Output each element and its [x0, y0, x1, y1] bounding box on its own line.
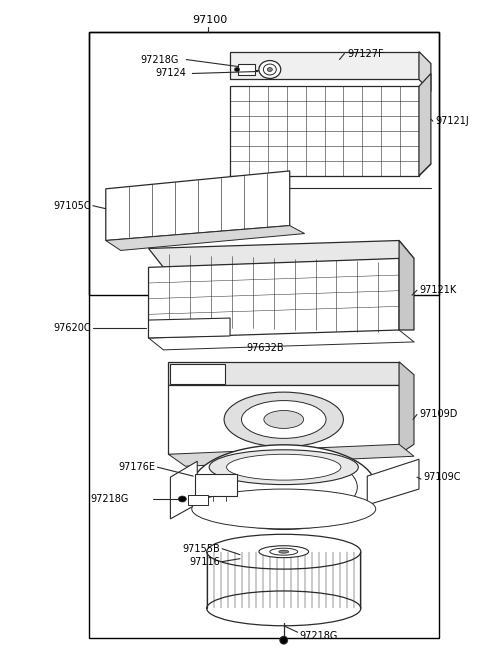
- Polygon shape: [148, 318, 230, 338]
- Ellipse shape: [207, 534, 361, 569]
- Ellipse shape: [241, 401, 326, 438]
- Polygon shape: [367, 459, 419, 505]
- Ellipse shape: [270, 548, 298, 555]
- Ellipse shape: [235, 68, 240, 72]
- Text: 97100: 97100: [192, 15, 228, 25]
- Ellipse shape: [264, 64, 276, 75]
- Bar: [188, 495, 208, 505]
- Text: 97116: 97116: [190, 557, 220, 567]
- Ellipse shape: [207, 591, 361, 626]
- Text: 97121K: 97121K: [419, 285, 456, 295]
- Ellipse shape: [259, 60, 281, 79]
- Ellipse shape: [267, 68, 272, 72]
- Text: 97620C: 97620C: [53, 323, 91, 333]
- Ellipse shape: [264, 411, 304, 428]
- Polygon shape: [399, 362, 414, 454]
- Bar: [170, 364, 225, 384]
- Polygon shape: [168, 444, 414, 466]
- Ellipse shape: [227, 454, 341, 480]
- Ellipse shape: [209, 450, 358, 485]
- Text: 97105C: 97105C: [53, 201, 91, 211]
- Polygon shape: [106, 226, 305, 251]
- Bar: [195, 474, 237, 496]
- Text: 97218G: 97218G: [300, 631, 338, 641]
- Polygon shape: [419, 73, 431, 176]
- Ellipse shape: [279, 550, 288, 553]
- Text: 97632B: 97632B: [246, 343, 284, 353]
- Text: 97121J: 97121J: [436, 116, 469, 126]
- Text: 97218G: 97218G: [91, 494, 129, 504]
- Ellipse shape: [179, 496, 186, 502]
- Polygon shape: [168, 384, 399, 454]
- Polygon shape: [230, 87, 419, 176]
- Polygon shape: [106, 171, 290, 241]
- Text: 97124: 97124: [156, 68, 186, 79]
- Polygon shape: [399, 241, 414, 330]
- Polygon shape: [238, 64, 255, 75]
- Ellipse shape: [210, 454, 357, 520]
- Ellipse shape: [259, 546, 309, 558]
- Polygon shape: [230, 52, 419, 79]
- Ellipse shape: [192, 489, 376, 529]
- Ellipse shape: [224, 392, 343, 447]
- Text: 97155B: 97155B: [182, 544, 220, 554]
- Polygon shape: [419, 52, 431, 91]
- Text: 97109D: 97109D: [419, 409, 457, 419]
- Ellipse shape: [280, 636, 288, 644]
- Bar: [89, 31, 439, 295]
- Text: 97109C: 97109C: [423, 472, 460, 482]
- Polygon shape: [168, 362, 399, 384]
- Polygon shape: [170, 461, 197, 519]
- Text: 97127F: 97127F: [348, 49, 384, 58]
- Ellipse shape: [192, 445, 376, 529]
- Text: 97176E: 97176E: [119, 462, 156, 472]
- Polygon shape: [148, 241, 414, 268]
- Text: 97218G: 97218G: [141, 54, 179, 64]
- Polygon shape: [148, 258, 399, 338]
- Bar: [89, 31, 439, 638]
